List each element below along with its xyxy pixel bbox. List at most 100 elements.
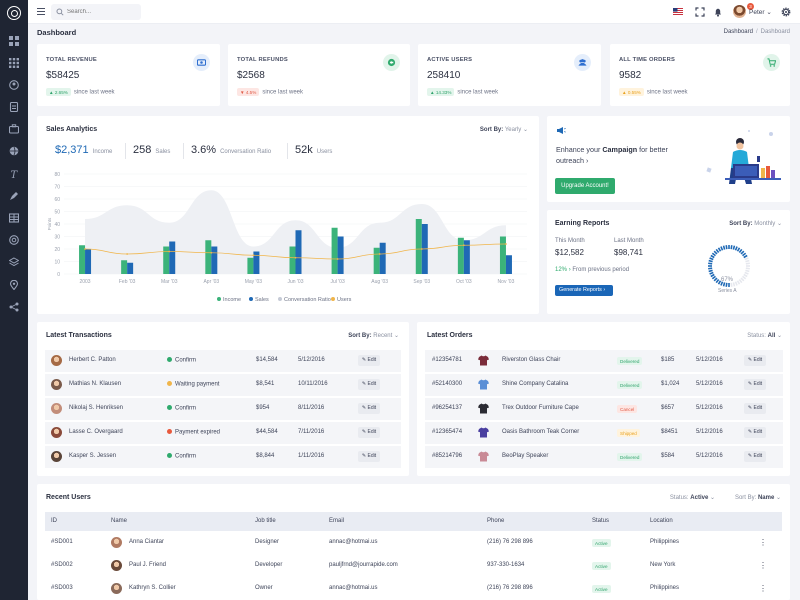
table-icon[interactable] bbox=[9, 213, 19, 223]
edit-button[interactable]: ✎ Edit bbox=[744, 355, 766, 366]
latest-transactions-card: Latest Transactions Sort By: Recent ⌄ He… bbox=[37, 322, 409, 476]
edit-button[interactable]: ✎ Edit bbox=[358, 403, 380, 414]
edit-button[interactable]: ✎ Edit bbox=[744, 451, 766, 462]
map-pin-icon[interactable] bbox=[9, 280, 19, 290]
bar-income bbox=[373, 247, 380, 274]
edit-button[interactable]: ✎ Edit bbox=[744, 379, 766, 390]
x-tick-label: Aug '03 bbox=[371, 279, 388, 285]
product-shirt-icon bbox=[478, 451, 489, 462]
legend-label: Conversation Ratio bbox=[284, 297, 331, 303]
kpi-users: 52k Users bbox=[295, 144, 332, 156]
column-header[interactable]: Email bbox=[329, 518, 345, 524]
order-date: 5/12/2016 bbox=[696, 453, 723, 459]
app-logo[interactable] bbox=[7, 6, 21, 20]
column-header[interactable]: ID bbox=[51, 518, 57, 524]
column-header[interactable]: Status bbox=[592, 518, 610, 524]
stat-change: ▲ 0.55% since last week bbox=[619, 88, 688, 96]
more-options-icon[interactable]: ⋮ bbox=[759, 584, 767, 593]
transaction-date: 7/11/2016 bbox=[298, 429, 325, 435]
status-dot-icon bbox=[167, 405, 172, 410]
edit-icon: ✎ bbox=[361, 453, 368, 459]
last-month-label: Last Month bbox=[614, 238, 644, 244]
column-header[interactable]: Location bbox=[650, 518, 673, 524]
column-header[interactable]: Name bbox=[111, 518, 128, 524]
document-icon[interactable] bbox=[9, 102, 19, 112]
share-icon[interactable] bbox=[9, 302, 19, 312]
kpi-value: $2,371 bbox=[55, 144, 89, 156]
megaphone-icon bbox=[557, 127, 566, 134]
x-tick-label: Jun '03 bbox=[288, 279, 304, 285]
order-price: $584 bbox=[661, 453, 675, 459]
campaign-text-post: for better outreach bbox=[556, 145, 668, 165]
stat-card: ACTIVE USERS 258410 ▲ 14.33% since last wee… bbox=[418, 44, 601, 106]
apps-grid-icon[interactable] bbox=[9, 58, 19, 68]
upgrade-account-button[interactable]: Upgrade Account! bbox=[555, 178, 615, 194]
gear-icon[interactable] bbox=[781, 7, 791, 17]
fullscreen-icon[interactable] bbox=[695, 7, 705, 17]
edit-icon: ✎ bbox=[747, 357, 754, 363]
status-dot-icon bbox=[167, 453, 172, 458]
edit-button[interactable]: ✎ Edit bbox=[744, 403, 766, 414]
stat-title: TOTAL REVENUE bbox=[46, 57, 97, 63]
more-options-icon[interactable]: ⋮ bbox=[759, 538, 767, 547]
briefcase-icon[interactable] bbox=[9, 124, 19, 134]
edit-icon: ✎ bbox=[747, 453, 754, 459]
search-input[interactable] bbox=[67, 6, 137, 18]
stat-change-value: 14.33% bbox=[435, 89, 452, 95]
edit-button[interactable]: ✎ Edit bbox=[358, 427, 380, 438]
transaction-status: Waiting payment bbox=[167, 381, 219, 388]
more-options-icon[interactable]: ⋮ bbox=[759, 561, 767, 570]
pen-tool-icon[interactable] bbox=[9, 191, 19, 201]
page-title: Dashboard bbox=[37, 28, 77, 37]
transaction-date: 8/11/2016 bbox=[298, 405, 325, 411]
earning-sort-dropdown[interactable]: Sort By: Monthly ⌄ bbox=[729, 220, 782, 227]
search-box[interactable] bbox=[51, 4, 141, 20]
edit-button[interactable]: ✎ Edit bbox=[358, 379, 380, 390]
avatar bbox=[111, 583, 122, 594]
breadcrumb: Dashboard / Dashboard bbox=[724, 29, 790, 35]
user-job: Owner bbox=[255, 585, 273, 591]
x-tick-label: Feb '03 bbox=[119, 279, 136, 285]
gauge-tick-filled bbox=[734, 246, 738, 251]
bar-income bbox=[163, 246, 170, 274]
typography-icon[interactable]: T bbox=[9, 169, 19, 179]
generate-reports-button[interactable]: Generate Reports › bbox=[555, 285, 613, 296]
us-flag-icon[interactable] bbox=[673, 8, 683, 15]
bell-icon[interactable] bbox=[713, 7, 723, 17]
users-status-dropdown[interactable]: Status: Active ⌄ bbox=[670, 494, 715, 501]
campaign-text-bold: Campaign bbox=[602, 145, 638, 154]
gauge-tick-filled bbox=[715, 248, 720, 254]
users-sort-dropdown[interactable]: Sort By: Name ⌄ bbox=[735, 494, 781, 501]
edit-button[interactable]: ✎ Edit bbox=[358, 451, 380, 462]
transaction-name: Kasper S. Jessen bbox=[69, 453, 117, 459]
sales-sort-dropdown[interactable]: Sort By: Yearly ⌄ bbox=[480, 126, 528, 133]
breadcrumb-link[interactable]: Dashboard bbox=[723, 29, 753, 35]
order-status-badge: Delivered bbox=[617, 357, 643, 365]
chart-pie-icon[interactable] bbox=[9, 235, 19, 245]
user-avatar[interactable] bbox=[733, 5, 746, 18]
line-point bbox=[252, 254, 255, 257]
order-id: #12354781 bbox=[432, 357, 463, 363]
user-circle-icon[interactable] bbox=[9, 80, 19, 90]
column-header[interactable]: Job title bbox=[255, 518, 276, 524]
edit-label: Edit bbox=[367, 429, 377, 435]
transactions-sort-dropdown[interactable]: Sort By: Recent ⌄ bbox=[348, 332, 399, 339]
x-tick-label: Mar '03 bbox=[161, 279, 178, 285]
line-point bbox=[210, 251, 213, 254]
edit-button[interactable]: ✎ Edit bbox=[744, 427, 766, 438]
orders-status-dropdown[interactable]: Status: All ⌄ bbox=[747, 332, 782, 339]
layers-icon[interactable] bbox=[9, 257, 19, 267]
menu-toggle-icon[interactable] bbox=[37, 8, 45, 15]
kpi-label: Income bbox=[92, 149, 113, 155]
dashboard-icon[interactable] bbox=[9, 36, 19, 46]
globe-icon[interactable] bbox=[9, 146, 19, 156]
gauge-tick-filled bbox=[740, 250, 745, 255]
edit-button[interactable]: ✎ Edit bbox=[358, 355, 380, 366]
stat-change: ▲ 14.33% since last week bbox=[427, 88, 498, 96]
kpi-divider bbox=[125, 143, 126, 159]
gauge-tick-empty bbox=[732, 282, 736, 287]
column-header[interactable]: Phone bbox=[487, 518, 505, 524]
user-name-menu[interactable]: Peter ⌄ bbox=[749, 8, 772, 16]
x-tick-label: Apr '03 bbox=[203, 279, 219, 285]
order-id: #96254137 bbox=[432, 405, 463, 411]
